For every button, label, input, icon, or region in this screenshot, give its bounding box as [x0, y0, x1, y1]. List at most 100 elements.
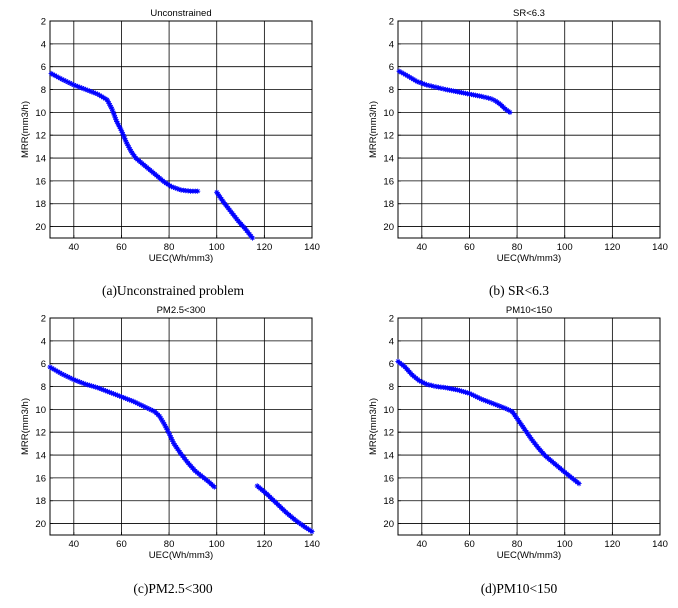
y-tick-label: 6	[41, 62, 46, 73]
data-point	[55, 369, 61, 375]
data-point	[168, 184, 175, 190]
y-tick-label: 12	[35, 131, 46, 142]
data-point	[114, 118, 120, 125]
data-point	[91, 89, 97, 96]
x-tick-label: 60	[464, 242, 475, 253]
data-point	[111, 112, 117, 118]
data-point	[100, 94, 106, 101]
data-point	[79, 85, 85, 91]
data-point	[97, 385, 103, 392]
y-tick-label: 14	[383, 451, 394, 462]
data-series-1	[396, 68, 513, 115]
data-point	[77, 84, 83, 90]
y-tick-label: 14	[35, 154, 46, 165]
data-point	[126, 144, 132, 151]
data-point	[108, 104, 114, 110]
data-point	[124, 396, 131, 402]
figure-caption: (b) SR<6.3	[489, 283, 549, 298]
data-point	[65, 374, 71, 380]
data-point	[485, 95, 492, 101]
data-point	[53, 73, 60, 79]
data-series-2	[214, 189, 256, 241]
data-point	[105, 99, 111, 105]
data-point	[167, 432, 173, 439]
y-tick-label: 4	[389, 336, 394, 347]
data-point	[414, 78, 420, 85]
y-tick-label: 12	[383, 428, 394, 439]
y-tick-label: 8	[389, 85, 394, 96]
x-axis-label: UEC(Wh/mm3)	[497, 550, 561, 561]
plot-area	[49, 20, 313, 239]
data-point	[172, 185, 178, 191]
data-point	[412, 77, 418, 83]
data-point	[506, 407, 512, 413]
data-point	[249, 235, 256, 241]
y-tick-label: 20	[35, 519, 46, 530]
data-point	[418, 80, 424, 86]
data-point	[494, 402, 500, 408]
chart-title: SR<6.3	[513, 8, 545, 19]
data-point	[420, 80, 426, 87]
data-point	[404, 73, 411, 79]
data-point	[87, 382, 93, 388]
data-point	[456, 387, 463, 394]
data-point	[396, 68, 402, 74]
data-point	[118, 128, 125, 134]
x-tick-label: 60	[116, 539, 127, 550]
data-point	[81, 380, 87, 387]
data-point	[69, 376, 75, 382]
data-series-1	[395, 358, 582, 487]
data-point	[470, 392, 477, 398]
data-point	[454, 387, 461, 393]
data-point	[59, 371, 65, 377]
data-point	[195, 188, 201, 194]
data-point	[122, 135, 128, 141]
data-point	[128, 398, 134, 404]
y-axis-label: MRR(mm3/h)	[368, 398, 379, 455]
data-point	[136, 401, 142, 407]
x-axis-label: UEC(Wh/mm3)	[149, 253, 213, 264]
data-point	[112, 391, 119, 398]
data-point	[122, 395, 129, 401]
y-tick-label: 20	[383, 519, 394, 530]
data-point	[140, 403, 146, 409]
x-tick-label: 100	[557, 539, 573, 550]
x-axis-label: UEC(Wh/mm3)	[497, 253, 561, 264]
data-point	[146, 406, 152, 412]
data-point	[57, 75, 63, 81]
data-point	[309, 528, 315, 535]
data-point	[460, 389, 467, 395]
data-point	[423, 82, 430, 88]
data-point	[113, 116, 119, 123]
y-tick-label: 16	[35, 176, 46, 187]
data-point	[486, 399, 492, 405]
data-point	[87, 88, 93, 94]
data-point	[134, 400, 140, 406]
data-point	[125, 143, 131, 149]
chart-title: PM10<150	[506, 305, 552, 316]
data-point	[478, 396, 484, 402]
data-point	[478, 93, 484, 99]
data-point	[89, 89, 95, 95]
data-point	[100, 387, 107, 393]
chart-title: PM2.5<300	[157, 305, 206, 316]
y-tick-label: 4	[41, 39, 46, 50]
data-point	[93, 90, 99, 96]
data-point	[576, 481, 582, 487]
x-tick-label: 140	[304, 539, 320, 550]
data-point	[73, 83, 79, 89]
data-point	[61, 372, 67, 378]
data-point	[106, 100, 112, 107]
x-tick-label: 80	[512, 242, 523, 253]
data-point	[112, 114, 118, 120]
data-series-1	[47, 364, 217, 490]
x-tick-label: 80	[164, 242, 175, 253]
data-point	[65, 79, 71, 85]
data-point	[170, 184, 176, 190]
data-point	[102, 96, 108, 102]
data-point	[124, 141, 130, 147]
data-point	[61, 77, 67, 83]
data-point	[57, 370, 63, 376]
data-point	[93, 384, 99, 390]
data-point	[428, 382, 434, 388]
